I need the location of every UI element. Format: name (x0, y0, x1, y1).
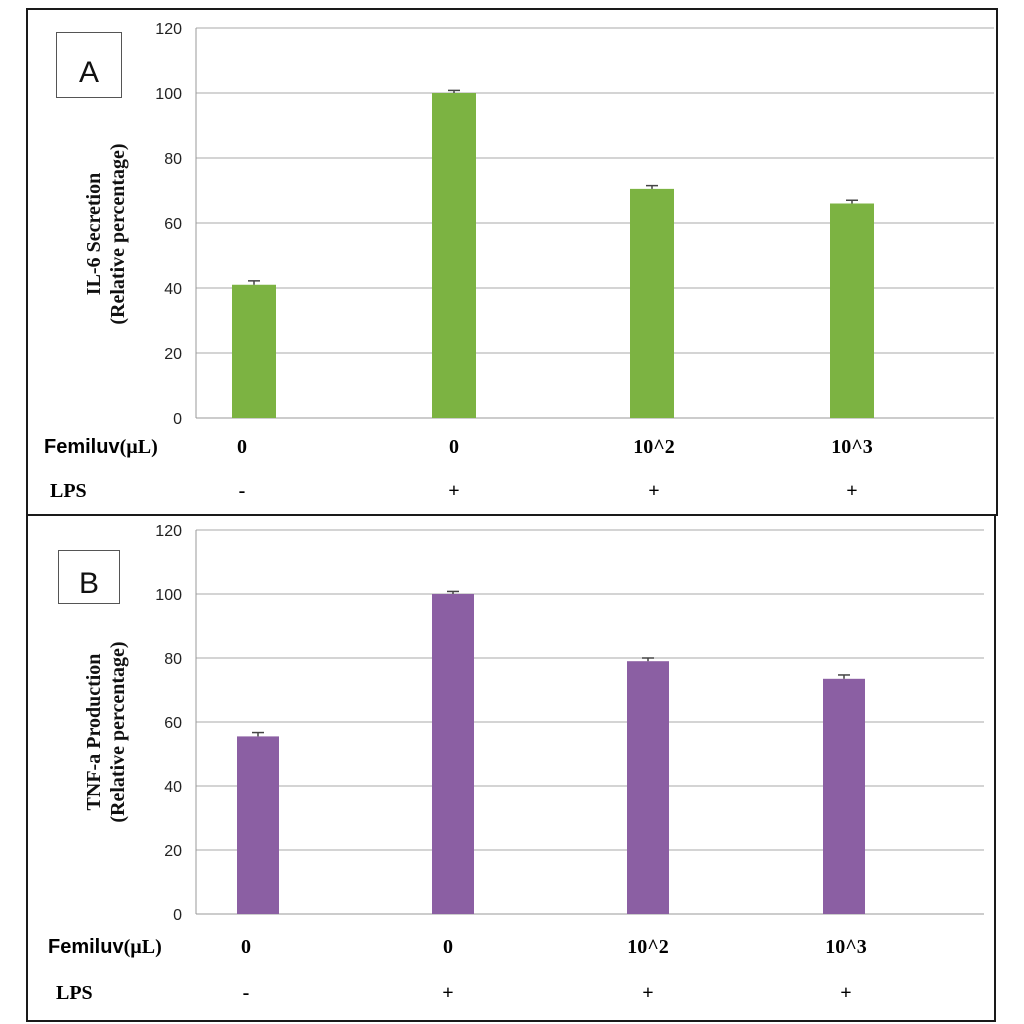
cell-femiluv-a-1: 0 (237, 436, 247, 458)
panel-label-a: A (56, 32, 122, 98)
y-tick-label-b-60: 60 (164, 715, 182, 732)
y-tick-label-a-40: 40 (164, 281, 182, 298)
y-tick-label-b-80: 80 (164, 651, 182, 668)
row-label-femiluv-a: Femiluv(µL) (44, 436, 158, 458)
cell-lps-a-2: + (448, 480, 460, 502)
cell-femiluv-a-4: 10^3 (831, 436, 873, 458)
cell-lps-a-3: + (648, 480, 660, 502)
cell-femiluv-b-1: 0 (241, 936, 251, 958)
y-tick-label-a-0: 0 (173, 411, 182, 428)
cell-femiluv-b-4: 10^3 (825, 936, 867, 958)
bar-b-2 (432, 594, 474, 914)
bar-b-4 (823, 678, 865, 914)
cell-lps-a-1: - (238, 480, 246, 502)
cell-femiluv-a-2: 0 (449, 436, 459, 458)
bar-a-2 (432, 93, 476, 418)
y-tick-label-a-120: 120 (155, 21, 182, 38)
cell-lps-b-1: - (242, 982, 250, 1004)
y-tick-label-b-120: 120 (155, 523, 182, 540)
cell-femiluv-a-3: 10^2 (633, 436, 675, 458)
y-tick-label-b-0: 0 (173, 907, 182, 924)
y-tick-label-a-80: 80 (164, 151, 182, 168)
row-label-lps-b: LPS (56, 982, 93, 1004)
bar-a-1 (232, 284, 276, 418)
bar-b-3 (627, 661, 669, 914)
panel-label-b: B (58, 550, 120, 604)
cell-femiluv-b-2: 0 (443, 936, 453, 958)
bar-a-3 (630, 188, 674, 418)
y-tick-label-b-20: 20 (164, 843, 182, 860)
cell-lps-b-4: + (840, 982, 852, 1004)
cell-lps-b-2: + (442, 982, 454, 1004)
y-tick-label-b-100: 100 (155, 587, 182, 604)
y-tick-label-a-60: 60 (164, 216, 182, 233)
row-label-lps-a: LPS (50, 480, 87, 502)
bar-a-4 (830, 203, 874, 418)
cell-lps-a-4: + (846, 480, 858, 502)
cell-lps-b-3: + (642, 982, 654, 1004)
bar-b-1 (237, 736, 279, 914)
row-label-femiluv-b: Femiluv(µL) (48, 936, 162, 958)
y-tick-label-b-40: 40 (164, 779, 182, 796)
cell-femiluv-b-3: 10^2 (627, 936, 669, 958)
y-tick-label-a-20: 20 (164, 346, 182, 363)
y-tick-label-a-100: 100 (155, 86, 182, 103)
